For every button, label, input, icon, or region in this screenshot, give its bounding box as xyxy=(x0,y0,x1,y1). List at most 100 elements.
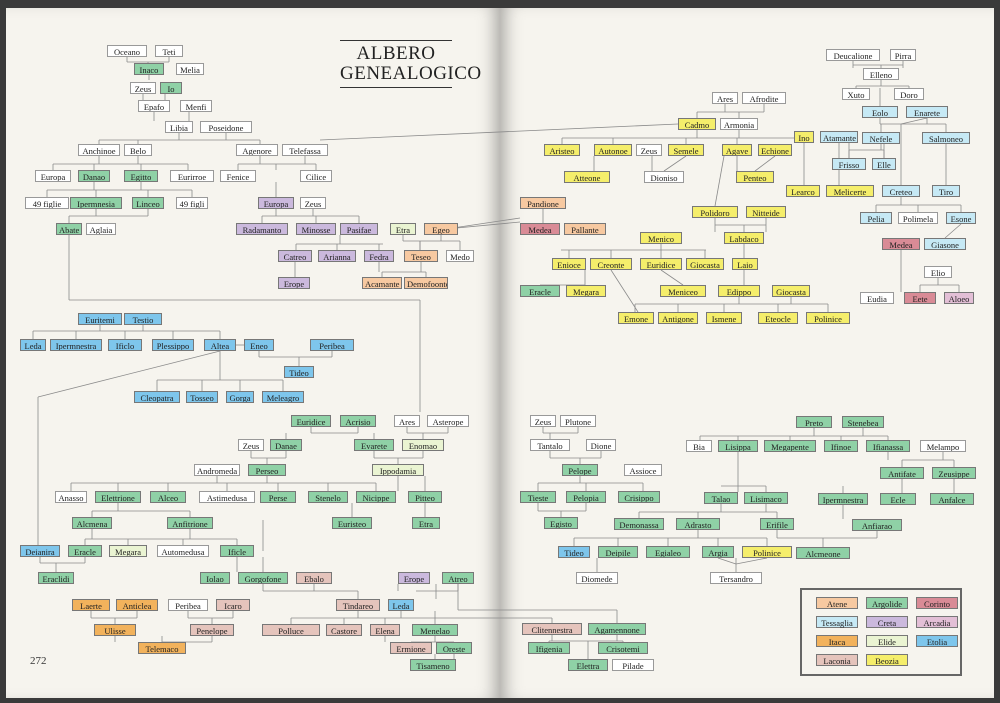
legend-item-corinto: Corinto xyxy=(916,597,958,609)
person-node-ifianassa: Ifianassa xyxy=(866,440,910,452)
person-node-eracle2: Eracle xyxy=(520,285,560,297)
person-node-peribea2: Peribea xyxy=(168,599,208,611)
person-node-agave: Agave xyxy=(722,144,752,156)
person-node-egisto: Egisto xyxy=(544,517,578,529)
person-node-esone: Esone xyxy=(946,212,976,224)
person-node-megapente: Megapente xyxy=(764,440,816,452)
person-node-perseo: Perseo xyxy=(248,464,286,476)
person-node-pelopia: Pelopia xyxy=(566,491,606,503)
person-node-eracle1: Eracle xyxy=(68,545,102,557)
person-node-megara2: Megara xyxy=(566,285,606,297)
person-node-astimedusa: Astimedusa xyxy=(199,491,255,503)
person-node-talao: Talao xyxy=(704,492,738,504)
person-node-melia: Melia xyxy=(176,63,204,75)
person-node-teti: Teti xyxy=(155,45,183,57)
person-node-erifile: Erifile xyxy=(760,518,794,530)
person-node-ares1: Ares xyxy=(712,92,738,104)
person-node-automedusa: Automedusa xyxy=(157,545,209,557)
person-node-pirra: Pirra xyxy=(890,49,916,61)
person-node-oceano: Oceano xyxy=(107,45,147,57)
person-node-autonoe: Autonoe xyxy=(594,144,632,156)
person-node-polimela: Polimela xyxy=(898,212,938,224)
person-node-polidoro: Polidoro xyxy=(692,206,738,218)
person-node-alcmeone: Alcmeone xyxy=(796,547,850,559)
person-node-creteo: Creteo xyxy=(882,185,920,197)
person-node-diomede: Diomede xyxy=(576,572,618,584)
person-node-clitennestra: Clitennestra xyxy=(522,623,582,635)
person-node-europa1: Europa xyxy=(35,170,71,182)
person-node-pandione: Pandione xyxy=(520,197,566,209)
person-node-elettrione: Elettrione xyxy=(95,491,141,503)
person-node-melicerte: Melicerte xyxy=(826,185,874,197)
diagram-title: ALBERO GENEALOGICO xyxy=(340,40,481,88)
connector-line xyxy=(445,221,521,230)
person-node-zeus2: Zeus xyxy=(300,197,326,209)
person-node-pallante: Pallante xyxy=(564,223,606,235)
legend-item-creta: Creta xyxy=(866,616,908,628)
person-node-giasone: Giasone xyxy=(924,238,966,250)
person-node-leda2: Leda xyxy=(388,599,414,611)
person-node-aloeo: Aloeo xyxy=(944,292,974,304)
person-node-eete: Eete xyxy=(904,292,936,304)
person-node-demofoonte: Demofoonte xyxy=(404,277,448,289)
person-node-radamanto: Radamanto xyxy=(236,223,288,235)
person-node-plessippo: Plessippo xyxy=(152,339,194,351)
person-node-penteo: Penteo xyxy=(736,171,774,183)
person-node-lisippa: Lisippa xyxy=(718,440,758,452)
person-node-antifate: Antifate xyxy=(880,467,924,479)
person-node-epafo: Epafo xyxy=(138,100,170,112)
person-node-arianna: Arianna xyxy=(318,250,356,262)
person-node-xuto: Xuto xyxy=(842,88,870,100)
person-node-enomao: Enomao xyxy=(402,439,444,451)
person-node-eraclidi: Eraclidi xyxy=(38,572,74,584)
legend-item-etolia: Etolia xyxy=(916,635,958,647)
person-node-eudia: Eudia xyxy=(860,292,894,304)
person-node-pelope: Pelope xyxy=(562,464,598,476)
person-node-elio: Elio xyxy=(924,266,952,278)
page-number: 272 xyxy=(30,655,47,667)
person-node-zeusippe: Zeusippe xyxy=(932,467,976,479)
person-node-figli49: 49 figli xyxy=(176,197,208,209)
person-node-teseo: Teseo xyxy=(404,250,438,262)
person-node-elena: Elena xyxy=(370,624,400,636)
connector-line xyxy=(735,557,768,565)
person-node-eneo: Eneo xyxy=(244,339,274,351)
person-node-io: Io xyxy=(160,82,182,94)
person-node-nitteide: Nitteide xyxy=(746,206,786,218)
person-node-stenebea: Stenebea xyxy=(842,416,884,428)
person-node-labdaco: Labdaco xyxy=(724,232,764,244)
person-node-etra: Etra xyxy=(390,223,416,235)
person-node-meleagro: Meleagro xyxy=(262,391,304,403)
person-node-ifinoe: Ifinoe xyxy=(824,440,858,452)
person-node-assioce: Assioce xyxy=(624,464,662,476)
person-node-tersandro: Tersandro xyxy=(710,572,762,584)
person-node-tantalo: Tantalo xyxy=(530,439,570,451)
person-node-aglaia: Aglaia xyxy=(86,223,116,235)
connector-line xyxy=(717,557,737,565)
person-node-iolao: Iolao xyxy=(200,572,230,584)
person-node-atamante: Atamante xyxy=(820,131,858,143)
person-node-elleno: Elleno xyxy=(863,68,899,80)
person-node-ares2: Ares xyxy=(394,415,420,427)
person-node-belo: Belo xyxy=(124,144,152,156)
person-node-etra2: Etra xyxy=(412,517,440,529)
person-node-euristeo: Euristeo xyxy=(332,517,372,529)
person-node-egitto: Egitto xyxy=(124,170,158,182)
legend-item-tessaglia: Tessaglia xyxy=(816,616,858,628)
person-node-creonte: Creonte xyxy=(590,258,632,270)
person-node-oreste: Oreste xyxy=(436,642,472,654)
person-node-euritemi: Euritemi xyxy=(78,313,122,325)
person-node-anfalce: Anfalce xyxy=(930,493,974,505)
person-node-cadmo: Cadmo xyxy=(678,118,716,130)
person-node-eteocle: Eteocle xyxy=(758,312,798,324)
region-legend: Atene Argolide Corinto Tessaglia Creta Arcadi… xyxy=(800,588,962,676)
legend-item-itaca: Itaca xyxy=(816,635,858,647)
person-node-erope2: Erope xyxy=(398,572,430,584)
person-node-anfitrione: Anfitrione xyxy=(167,517,213,529)
person-node-poseidone: Poseidone xyxy=(200,121,252,133)
person-node-tideo2: Tideo xyxy=(558,546,590,558)
person-node-ifigenia: Ifigenia xyxy=(528,642,570,654)
connector-line xyxy=(319,123,679,141)
connector-line xyxy=(663,155,687,172)
person-node-crisotemi: Crisotemi xyxy=(598,642,648,654)
